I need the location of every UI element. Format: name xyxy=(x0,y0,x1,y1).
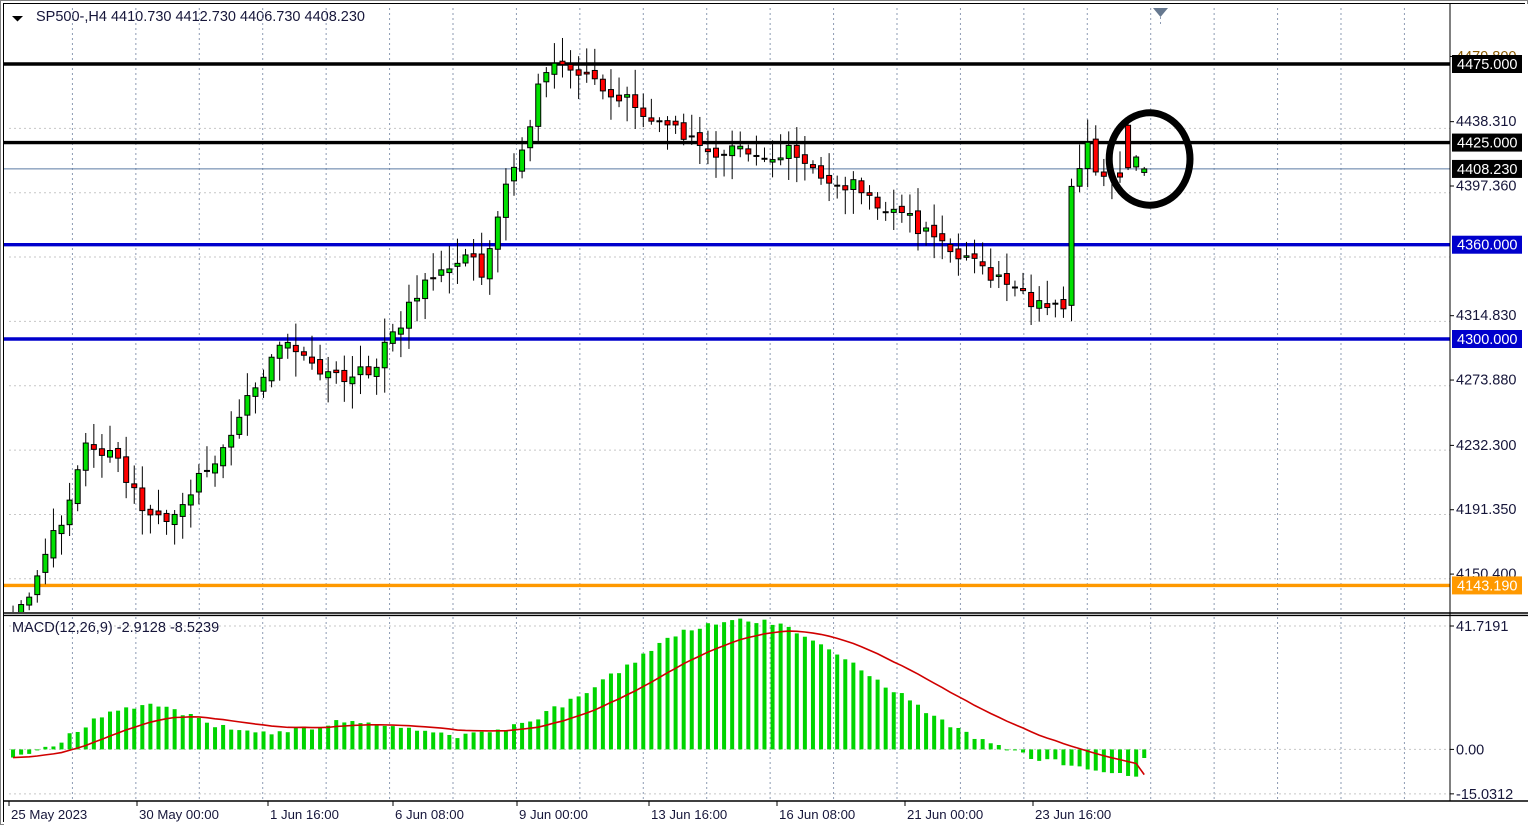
svg-text:4425.000: 4425.000 xyxy=(1457,136,1517,152)
svg-text:4232.300: 4232.300 xyxy=(1456,438,1516,454)
svg-text:4475.000: 4475.000 xyxy=(1457,57,1517,73)
svg-text:0.00: 0.00 xyxy=(1456,742,1484,758)
svg-text:MACD(12,26,9) -2.9128 -8.5239: MACD(12,26,9) -2.9128 -8.5239 xyxy=(12,620,219,636)
svg-text:4143.190: 4143.190 xyxy=(1457,578,1517,594)
svg-text:16 Jun 08:00: 16 Jun 08:00 xyxy=(779,807,855,822)
svg-text:21 Jun 00:00: 21 Jun 00:00 xyxy=(907,807,983,822)
svg-text:30 May 00:00: 30 May 00:00 xyxy=(139,807,219,822)
svg-text:9 Jun 00:00: 9 Jun 00:00 xyxy=(519,807,588,822)
svg-text:4438.310: 4438.310 xyxy=(1456,114,1516,130)
svg-text:-15.0312: -15.0312 xyxy=(1456,787,1513,803)
svg-text:4273.880: 4273.880 xyxy=(1456,373,1516,389)
svg-text:1 Jun 16:00: 1 Jun 16:00 xyxy=(270,807,339,822)
svg-text:4408.230: 4408.230 xyxy=(1457,162,1517,178)
svg-text:23 Jun 16:00: 23 Jun 16:00 xyxy=(1035,807,1111,822)
svg-text:4397.360: 4397.360 xyxy=(1456,179,1516,195)
svg-text:6 Jun 08:00: 6 Jun 08:00 xyxy=(395,807,464,822)
svg-text:4360.000: 4360.000 xyxy=(1457,238,1517,254)
svg-text:4300.000: 4300.000 xyxy=(1457,332,1517,348)
svg-text:41.7191: 41.7191 xyxy=(1456,619,1508,635)
svg-text:13 Jun 16:00: 13 Jun 16:00 xyxy=(651,807,727,822)
svg-text:4191.350: 4191.350 xyxy=(1456,502,1516,518)
svg-text:4314.830: 4314.830 xyxy=(1456,308,1516,324)
svg-text:SP500-,H4 4410.730 4412.730 4: SP500-,H4 4410.730 4412.730 4406.730 440… xyxy=(36,9,365,25)
svg-text:25 May 2023: 25 May 2023 xyxy=(11,807,87,822)
